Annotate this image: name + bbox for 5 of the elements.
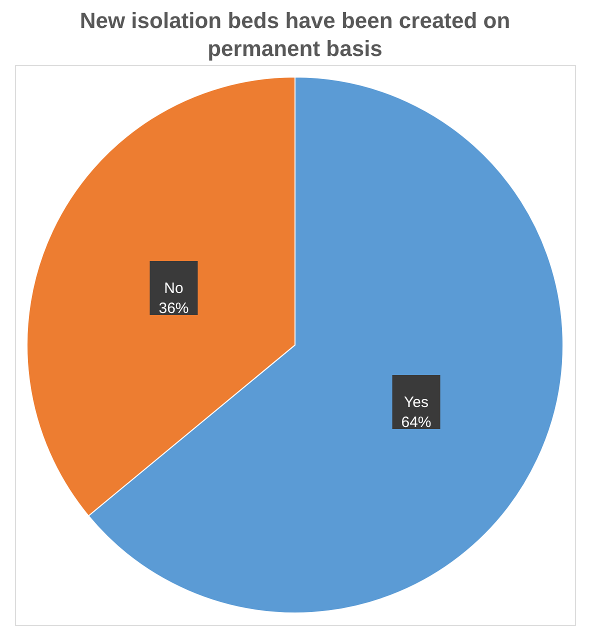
slice-label: Yes [404, 394, 428, 412]
slice-label: No [164, 280, 184, 297]
chart-title: New isolation beds have been created on permanent basis [80, 8, 510, 61]
data-label: 36% [158, 300, 189, 317]
data-label: 64% [401, 414, 432, 432]
